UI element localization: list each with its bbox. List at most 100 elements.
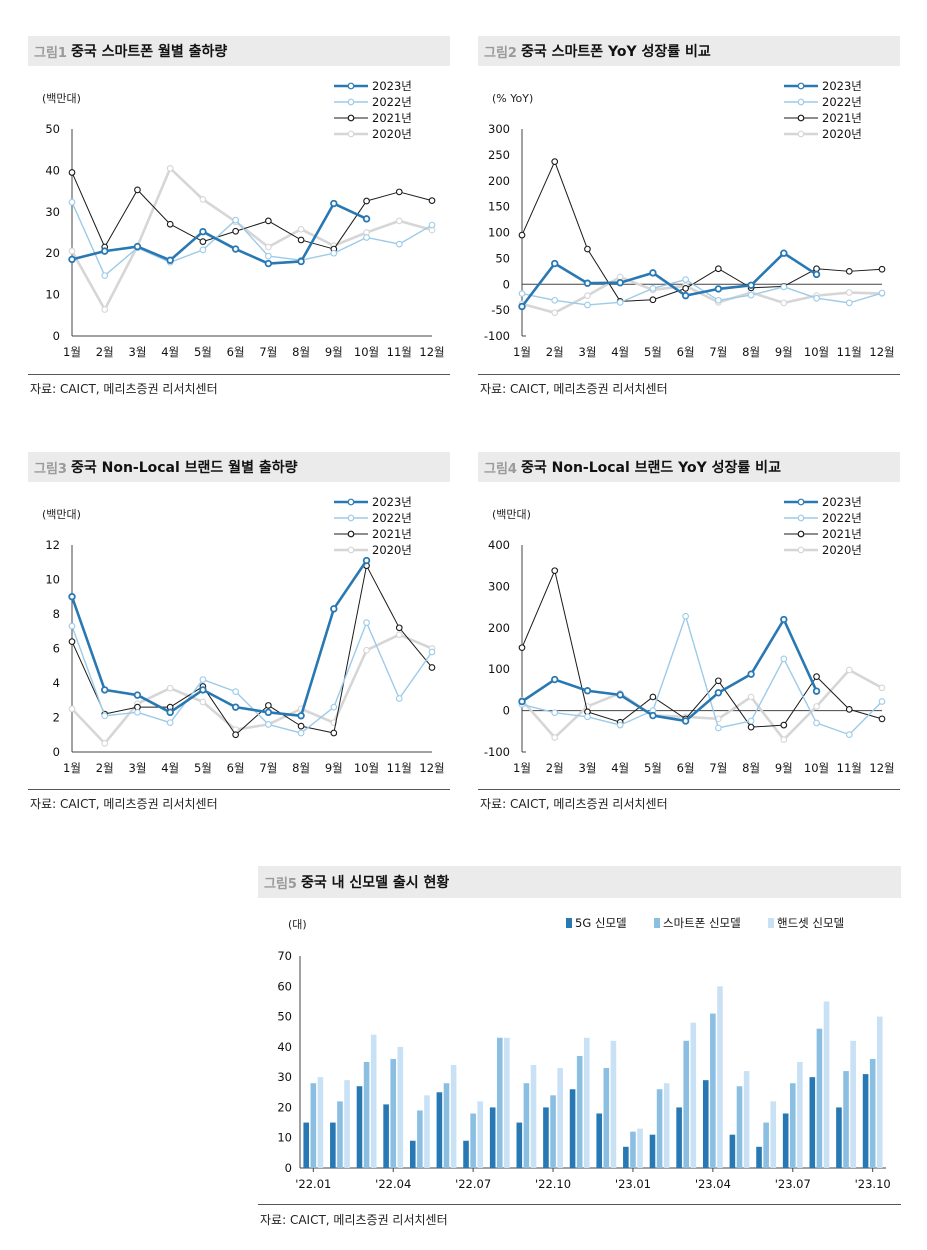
figure-2-source: 자료: CAICT, 메리츠증권 리서치센터: [480, 382, 668, 396]
fig4-point-s2023: [714, 689, 723, 697]
fig4-point-s2021: [518, 644, 526, 652]
fig5-bar-handset: [344, 1080, 350, 1168]
fig4-xtick-label: 1월: [513, 761, 531, 775]
fig4-xtick-label: 10월: [804, 761, 829, 775]
figure-4-source-divider: [478, 789, 900, 790]
fig1-point-s2020: [297, 225, 305, 233]
fig2-point-s2021: [649, 296, 657, 304]
fig2-point-s2021: [813, 265, 820, 273]
fig3-ytick-label: 12: [45, 538, 60, 552]
fig1-point-s2021: [232, 227, 239, 235]
fig1-series-line-s2020: [70, 167, 433, 311]
fig3-point-s2023: [297, 712, 305, 720]
fig1-xtick-label: 2월: [96, 345, 114, 359]
fig5-bar-5g: [782, 1113, 789, 1168]
fig4-point-s2020: [747, 693, 755, 701]
fig1-legend-label-s2022: 2022년: [372, 95, 412, 109]
fig1-legend-marker-s2020: [347, 130, 355, 138]
fig5-ytick-label: 30: [277, 1070, 292, 1084]
fig2-point-s2022: [584, 301, 591, 309]
fig4-point-s2022: [813, 719, 820, 727]
fig3-point-s2021: [232, 731, 239, 739]
fig4-point-s2021: [715, 677, 722, 685]
fig5-ytick-label: 40: [277, 1040, 292, 1054]
fig5-ytick-label: 60: [277, 979, 292, 993]
fig5-xtick-label: '23.01: [615, 1177, 651, 1191]
fig2-xtick-label: 3월: [579, 345, 597, 359]
fig2-ytick-label: 300: [488, 122, 510, 136]
fig1-xtick-label: 6월: [227, 345, 245, 359]
fig1-point-s2021: [363, 197, 370, 205]
fig3-legend-marker-s2023: [347, 498, 355, 506]
fig2-point-s2022: [518, 290, 526, 297]
fig1-point-s2021: [68, 169, 76, 176]
fig1-ytick-label: 10: [45, 288, 60, 302]
fig5-bar-handset: [690, 1022, 697, 1168]
fig2-point-s2023: [551, 259, 559, 268]
fig5-bar-handset: [424, 1095, 430, 1168]
fig5-legend-label-smartphone: 스마트폰 신모델: [663, 916, 741, 930]
fig4-ytick-label: 400: [488, 538, 510, 552]
fig4-series-line-s2022: [521, 615, 883, 736]
fig2-point-s2021: [878, 265, 886, 273]
fig4-point-s2023: [747, 670, 755, 678]
fig4-series-line-s2021: [521, 570, 883, 728]
fig2-series-line-s2021: [521, 161, 883, 302]
fig3-ytick-label: 8: [53, 607, 60, 621]
fig1-legend-label-s2023: 2023년: [372, 79, 412, 93]
fig3-point-s2022: [68, 622, 76, 630]
fig1-point-s2020: [166, 164, 174, 172]
fig2-unit-label: (% YoY): [492, 92, 533, 105]
fig4-point-s2022: [747, 717, 755, 725]
fig5-bar-handset: [850, 1040, 856, 1168]
fig3-ytick-label: 6: [53, 642, 60, 656]
fig2-legend-marker-s2023: [797, 82, 805, 90]
fig3-ytick-label: 2: [53, 711, 60, 725]
fig3-xtick-label: 4월: [161, 761, 179, 775]
fig5-bar-handset: [317, 1077, 324, 1168]
fig3-xtick-label: 6월: [227, 761, 245, 775]
fig4-ytick-label: 300: [488, 579, 510, 593]
fig3-xtick-label: 3월: [129, 761, 147, 775]
fig3-legend-marker-s2022: [347, 514, 355, 522]
fig1-xtick-label: 4월: [161, 345, 179, 359]
figure-1-panel: 그림1 중국 스마트폰 월별 출하량 (백만대) 0 10 20 30 40 50 1월 2월 3…: [28, 36, 450, 406]
fig4-xtick-label: 9월: [775, 761, 793, 775]
fig2-legend-marker-s2020: [797, 130, 805, 138]
fig5-bar-5g: [543, 1107, 549, 1168]
fig5-bar-handset: [637, 1128, 643, 1168]
fig4-point-s2020: [813, 703, 820, 710]
fig2-legend-marker-s2022: [797, 98, 805, 106]
fig1-xtick-label: 1월: [63, 345, 81, 359]
fig1-legend-label-s2021: 2021년: [372, 111, 412, 125]
fig5-bar-5g: [676, 1107, 682, 1168]
fig2-ytick-label: 200: [488, 174, 510, 188]
figure-3-source-divider: [28, 789, 450, 790]
fig3-point-s2021: [395, 624, 403, 632]
fig2-point-s2022: [878, 289, 886, 297]
fig2-point-s2022: [780, 283, 788, 291]
fig3-xtick-label: 12월: [419, 761, 444, 775]
fig2-ytick-label: 0: [503, 277, 510, 291]
fig1-series-line-s2023: [71, 202, 368, 265]
figure-5-chart: (대) 0 10 20 30 40 50 60 70 '22.01 '22.04 '22.07 '22.…: [277, 916, 890, 1191]
fig2-point-s2021: [584, 245, 591, 253]
fig4-point-s2023: [649, 711, 657, 720]
fig4-point-s2020: [878, 684, 886, 692]
fig3-point-s2020: [199, 698, 207, 706]
fig5-bar-5g: [702, 1080, 709, 1168]
fig5-bar-smartphone: [417, 1110, 423, 1168]
figure-2-title: 중국 스마트폰 YoY 성장률 비교: [520, 44, 711, 60]
fig2-legend-label-s2022: 2022년: [822, 95, 862, 109]
fig5-bar-smartphone: [496, 1037, 503, 1168]
fig1-series-line-s2021: [71, 172, 433, 250]
fig2-xtick-label: 8월: [742, 345, 760, 359]
fig2-point-s2020: [845, 289, 853, 296]
fig4-xtick-label: 7월: [709, 761, 727, 775]
fig2-series-line-s2023: [520, 251, 818, 308]
fig1-legend-marker-s2023: [347, 82, 355, 90]
fig4-ytick-label: 0: [503, 704, 510, 718]
figure-2-panel: 그림2 중국 스마트폰 YoY 성장률 비교 (% YoY) -100 -50 0 50…: [478, 36, 900, 406]
fig3-series-line-s2021: [71, 565, 433, 736]
fig4-point-s2022: [682, 612, 689, 620]
